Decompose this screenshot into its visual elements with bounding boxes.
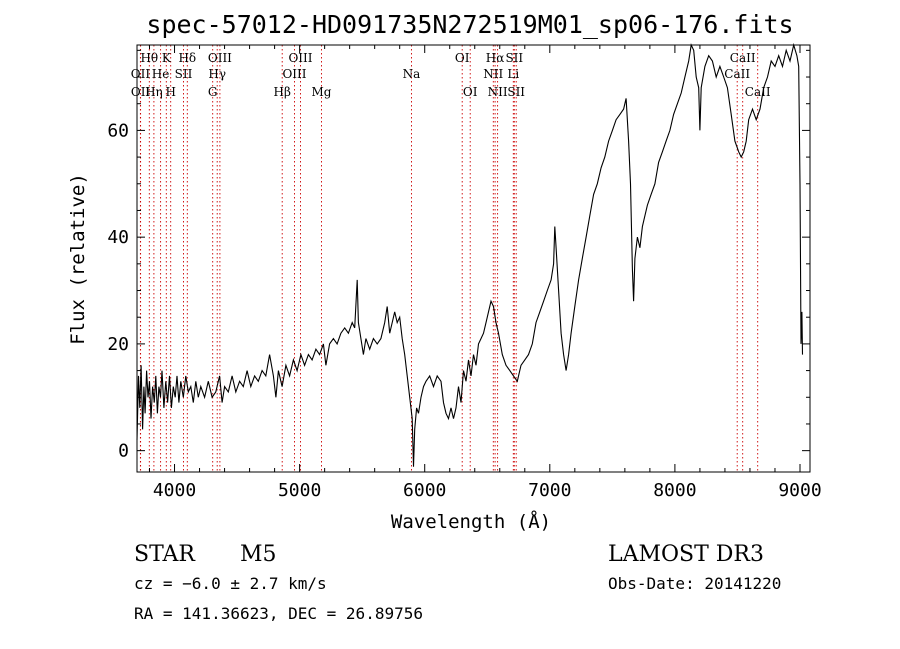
line-label-8: Hδ [178, 51, 196, 65]
line-label-4: He [152, 67, 170, 81]
line-label-11: G [208, 85, 218, 99]
x-tick-label: 9000 [778, 480, 821, 501]
line-label-10: Hγ [208, 67, 226, 81]
obs-date: Obs-Date: 20141220 [608, 574, 781, 593]
line-label-5: Hη [145, 85, 163, 99]
line-label-26: CaII [724, 67, 750, 81]
chart-title: spec-57012-HD091735N272519M01_sp06-176.f… [146, 10, 793, 39]
spectral-line-markers [139, 45, 759, 472]
spectrum-series-line [136, 42, 804, 467]
line-label-7: SII [175, 67, 193, 81]
line-label-25: CaII [730, 51, 756, 65]
line-label-14: OIII [282, 67, 306, 81]
plot-frame [136, 44, 811, 473]
x-tick-label: 5000 [278, 480, 321, 501]
line-label-24: SII [507, 85, 525, 99]
line-label-22: SII [505, 51, 523, 65]
y-tick-label: 60 [107, 120, 129, 141]
y-tick-label: 0 [118, 441, 129, 462]
line-label-12: Hβ [273, 85, 290, 99]
x-axis-ticks: 4000 5000 6000 7000 8000 9000 [149, 45, 822, 501]
x-tick-label: 7000 [528, 480, 571, 501]
line-label-9: OIII [208, 51, 232, 65]
line-label-1: OII [131, 67, 151, 81]
x-tick-label: 8000 [653, 480, 696, 501]
survey-name: LAMOST DR3 [608, 542, 764, 567]
x-tick-label: 4000 [153, 480, 196, 501]
line-label-13: OIII [288, 51, 312, 65]
line-label-20: NII [483, 67, 503, 81]
line-label-0: Hθ [140, 51, 158, 65]
line-label-2: OII [131, 85, 151, 99]
object-subclass: M5 [240, 542, 277, 567]
line-label-21: NII [488, 85, 508, 99]
y-tick-label: 40 [107, 227, 129, 248]
x-tick-label: 6000 [403, 480, 446, 501]
line-label-15: Mg [312, 85, 332, 99]
line-label-18: OI [463, 85, 478, 99]
line-label-23: Li [507, 67, 519, 81]
redshift-value: cz = −6.0 ± 2.7 km/s [134, 574, 327, 593]
line-label-17: OI [455, 51, 470, 65]
line-label-19: Hα [486, 51, 505, 65]
y-axis-ticks: 0 20 40 60 [107, 49, 810, 462]
coordinates: RA = 141.36623, DEC = 26.89756 [134, 604, 423, 623]
line-label-27: CaII [745, 85, 771, 99]
y-axis-label: Flux (relative) [67, 173, 89, 345]
line-label-3: K [162, 51, 172, 65]
line-label-16: Na [403, 67, 421, 81]
line-label-6: H [165, 85, 175, 99]
object-class: STAR [134, 542, 196, 567]
y-tick-label: 20 [107, 334, 129, 355]
x-axis-label: Wavelength (Å) [391, 510, 551, 533]
